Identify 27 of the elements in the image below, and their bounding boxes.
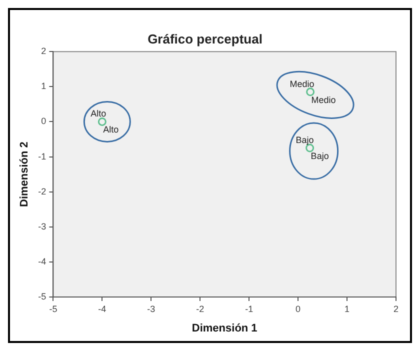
y-tick-label: 1 [41, 81, 46, 92]
annotation: Medio [311, 94, 336, 105]
annotation: Medio [290, 78, 314, 89]
annotation: Alto [90, 108, 106, 119]
x-tick-label: 2 [393, 304, 399, 314]
y-axis-title: Dimensión 2 [18, 142, 31, 208]
y-tick-label: 0 [41, 116, 46, 126]
chart-title: Gráfico perceptual [148, 31, 262, 46]
x-tick-label: -4 [98, 304, 106, 314]
x-tick-label: -1 [245, 304, 254, 314]
y-tick-label: -1 [38, 151, 46, 162]
point [306, 88, 315, 96]
x-tick-label: -2 [196, 304, 204, 314]
y-tick-label: 2 [41, 46, 46, 56]
x-tick-label: -5 [49, 304, 58, 314]
y-tick-label: -4 [38, 256, 46, 266]
x-tick-label: 1 [344, 304, 350, 314]
x-tick-label: -3 [147, 304, 156, 314]
y-tick-label: -5 [38, 291, 46, 302]
annotation: Alto [103, 124, 119, 135]
y-tick-label: -3 [38, 221, 46, 232]
x-axis-title: Dimensión 1 [192, 322, 258, 334]
x-tick-label: 0 [296, 304, 301, 314]
point [98, 117, 106, 126]
y-tick-label: -2 [38, 186, 46, 196]
annotation: Bajo [310, 150, 329, 161]
annotation: Bajo [296, 134, 314, 145]
